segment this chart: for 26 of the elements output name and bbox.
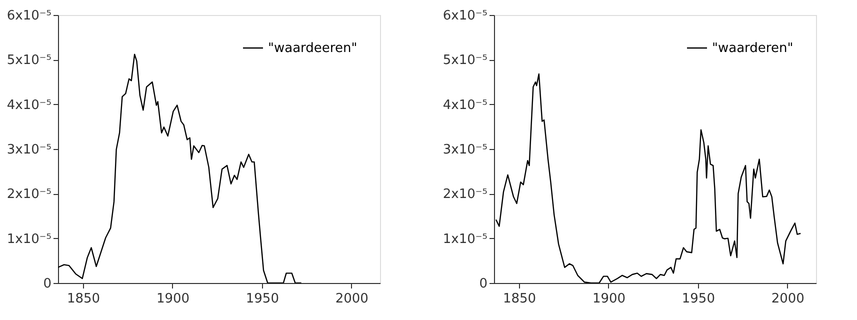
x-tick-label: 2000 (335, 292, 368, 306)
y-tick-label: 4x10⁻⁵ (442, 98, 488, 113)
y-tick-label: 0 (43, 276, 52, 292)
y-tick-label: 0 (479, 276, 488, 292)
y-tick-label: 3x10⁻⁵ (442, 142, 488, 158)
y-tick-label: 2x10⁻⁵ (6, 187, 52, 202)
x-tick-label: 1900 (592, 292, 626, 306)
y-tick-label: 1x10⁻⁵ (6, 232, 52, 247)
y-tick-label: 6x10⁻⁵ (442, 8, 488, 24)
y-tick-label: 1x10⁻⁵ (442, 232, 488, 247)
y-tick-label: 3x10⁻⁵ (6, 142, 52, 158)
x-tick-label: 1950 (682, 292, 715, 306)
x-tick-label: 2000 (771, 292, 804, 306)
y-tick-label: 4x10⁻⁵ (6, 98, 52, 113)
line-series (58, 54, 302, 283)
legend-label: "waardeeren" (268, 41, 358, 56)
x-tick-label: 1900 (156, 292, 190, 306)
y-tick-label: 6x10⁻⁵ (6, 8, 52, 24)
x-tick-label: 1850 (67, 292, 100, 306)
x-tick-label: 1950 (246, 292, 279, 306)
legend-label: "waarderen" (712, 41, 794, 56)
y-tick-label: 2x10⁻⁵ (442, 187, 488, 202)
y-tick-label: 5x10⁻⁵ (6, 53, 52, 68)
x-tick-label: 1850 (503, 292, 536, 306)
line-series (495, 73, 802, 283)
y-tick-label: 5x10⁻⁵ (442, 53, 488, 68)
